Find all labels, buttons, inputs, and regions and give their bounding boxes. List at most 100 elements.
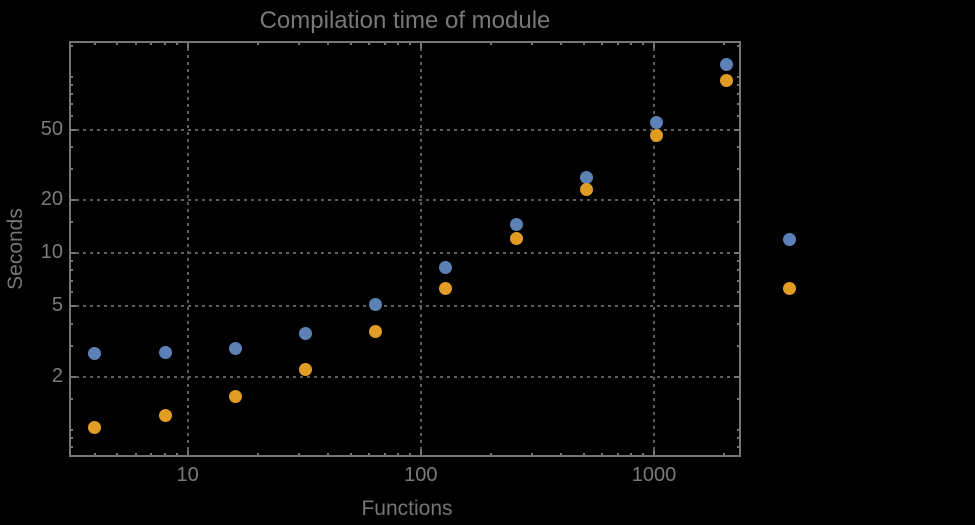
tick-x-200 (490, 453, 493, 457)
tick-y-90 (737, 84, 741, 87)
tick-y-80 (737, 93, 741, 96)
tick-y-100 (69, 75, 73, 78)
tick-y-30 (69, 168, 73, 171)
tick-x-600 (601, 41, 604, 45)
tick-y-3 (737, 344, 741, 347)
data-point-series-1-blue-x4 (88, 347, 102, 361)
data-point-series-1-blue-x256 (509, 218, 523, 232)
tick-y-70 (69, 103, 73, 106)
data-point-series-2-orange-x4 (88, 420, 102, 434)
tick-x-400 (560, 41, 563, 45)
tick-x-50 (349, 41, 352, 45)
x-axis-title: Functions (361, 497, 453, 520)
data-point-series-2-orange-x64 (369, 325, 383, 339)
tick-x-800 (630, 453, 633, 457)
tick-y-2 (69, 375, 76, 378)
tick-y-4 (69, 322, 73, 325)
x-tick-label-10: 10 (176, 464, 199, 486)
y-tick-label-50: 50 (40, 118, 63, 141)
tick-y-50 (734, 129, 741, 132)
gridline-y-2 (69, 375, 741, 378)
tick-y-60 (69, 115, 73, 118)
data-point-series-2-orange-x2048 (720, 73, 734, 87)
tick-x-1000 (653, 450, 656, 457)
tick-x-100 (419, 41, 422, 48)
tick-x-4 (93, 41, 96, 45)
tick-y-6 (69, 291, 73, 294)
data-point-series-2-orange-x16 (228, 389, 242, 403)
x-tick-label-100: 100 (404, 464, 438, 486)
tick-x-9 (175, 453, 178, 457)
tick-x-600 (601, 453, 604, 457)
tick-y-50 (69, 129, 76, 132)
data-point-series-1-blue-x2048 (720, 58, 734, 72)
tick-y-60 (737, 115, 741, 118)
tick-x-20 (256, 41, 259, 45)
data-point-series-2-orange-x128 (439, 282, 453, 296)
tick-y-1.5 (737, 397, 741, 400)
chart-title: Compilation time of module (259, 7, 551, 34)
tick-y-10 (734, 252, 741, 255)
legend-marker-series-2 (783, 282, 796, 295)
tick-x-10 (186, 450, 189, 457)
tick-y-5 (734, 305, 741, 308)
tick-x-90 (409, 41, 412, 45)
gridline-y-10 (69, 252, 741, 255)
gridline-y-5 (69, 305, 741, 308)
data-point-series-1-blue-x16 (228, 341, 242, 355)
tick-x-80 (397, 453, 400, 457)
tick-x-900 (642, 41, 645, 45)
tick-x-400 (560, 453, 563, 457)
y-tick-label-2: 2 (51, 364, 63, 387)
tick-y-15 (69, 221, 73, 224)
data-point-series-1-blue-x8 (158, 345, 172, 359)
tick-y-150 (69, 44, 73, 47)
y-tick-label-10: 10 (40, 241, 63, 264)
tick-x-6 (134, 41, 137, 45)
tick-x-7 (150, 453, 153, 457)
tick-x-9 (175, 41, 178, 45)
tick-y-1 (69, 428, 73, 431)
tick-x-2000 (723, 453, 726, 457)
tick-x-30 (297, 41, 300, 45)
tick-x-8 (164, 453, 167, 457)
tick-x-70 (383, 41, 386, 45)
data-point-series-2-orange-x8 (158, 409, 172, 423)
tick-x-900 (642, 453, 645, 457)
tick-y-4 (737, 322, 741, 325)
tick-x-300 (531, 453, 534, 457)
tick-y-30 (737, 168, 741, 171)
tick-y-2 (734, 375, 741, 378)
gridline-y-50 (69, 129, 741, 132)
tick-x-5 (116, 41, 119, 45)
tick-y-10 (69, 252, 76, 255)
tick-x-500 (582, 41, 585, 45)
data-point-series-2-orange-x32 (298, 362, 312, 376)
tick-y-90 (69, 84, 73, 87)
tick-x-80 (397, 41, 400, 45)
tick-y-20 (734, 199, 741, 202)
tick-y-0.8 (737, 445, 741, 448)
tick-x-7 (150, 41, 153, 45)
gridline-x-1000 (653, 41, 656, 457)
data-point-series-2-orange-x1024 (649, 129, 663, 143)
tick-x-700 (616, 453, 619, 457)
tick-y-6 (737, 291, 741, 294)
tick-y-8 (69, 269, 73, 272)
data-point-series-1-blue-x512 (579, 170, 593, 184)
x-tick-label-1000: 1000 (631, 464, 677, 486)
tick-y-1.5 (69, 397, 73, 400)
data-point-series-2-orange-x256 (509, 231, 523, 245)
tick-x-2000 (723, 41, 726, 45)
tick-x-700 (616, 41, 619, 45)
data-point-series-1-blue-x32 (298, 327, 312, 341)
tick-y-150 (737, 44, 741, 47)
tick-y-5 (69, 305, 76, 308)
tick-y-15 (737, 221, 741, 224)
tick-x-4 (93, 453, 96, 457)
gridline-x-10 (186, 41, 189, 457)
tick-y-9 (69, 260, 73, 263)
tick-y-9 (737, 260, 741, 263)
tick-y-8 (737, 269, 741, 272)
tick-x-100 (419, 450, 422, 457)
